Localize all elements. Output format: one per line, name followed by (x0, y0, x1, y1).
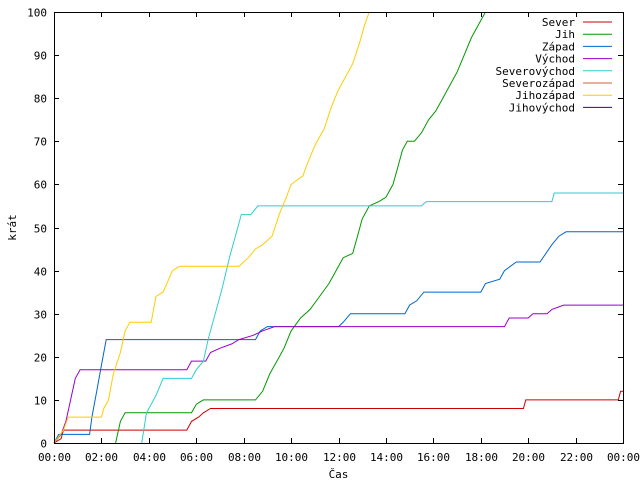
y-tick-label: 60 (34, 179, 47, 192)
y-axis-label: krát (6, 214, 19, 241)
legend-label: Východ (535, 53, 575, 66)
series-line-0 (53, 390, 623, 444)
legend: SeverJihZápadVýchodSeverovýchodSeverozáp… (496, 16, 612, 114)
y-axis-ticks: 0 10 20 30 40 50 60 70 80 90 100 (27, 7, 623, 451)
series-line-1 (115, 11, 486, 444)
x-tick-label: 14:00 (370, 451, 403, 464)
x-tick-label: 00:00 (607, 451, 640, 464)
y-tick-label: 50 (34, 223, 47, 236)
x-tick-label: 00:00 (38, 451, 71, 464)
series-line-6 (53, 11, 370, 444)
legend-label: Západ (542, 40, 575, 53)
series-line-4 (141, 192, 623, 444)
x-tick-label: 08:00 (228, 451, 261, 464)
x-tick-label: 06:00 (180, 451, 213, 464)
legend-label: Sever (542, 16, 575, 29)
y-tick-label: 40 (34, 266, 47, 279)
x-axis-ticks: 00:00 02:00 04:00 06:00 08:00 10:00 12:00 14:00… (38, 12, 640, 464)
x-tick-label: 22:00 (560, 451, 593, 464)
y-tick-label: 80 (34, 93, 47, 106)
legend-label: Jihovýchod (509, 101, 575, 114)
y-tick-label: 0 (40, 438, 47, 451)
x-axis-label: Čas (329, 468, 349, 480)
legend-label: Severozápad (502, 77, 575, 90)
x-tick-label: 02:00 (85, 451, 118, 464)
y-tick-label: 30 (34, 309, 47, 322)
plot-lines (53, 11, 623, 444)
y-tick-label: 10 (34, 395, 47, 408)
x-tick-label: 12:00 (323, 451, 356, 464)
x-tick-label: 18:00 (465, 451, 498, 464)
legend-label: Jih (555, 28, 575, 41)
x-tick-label: 04:00 (133, 451, 166, 464)
legend-label: Severovýchod (496, 65, 575, 78)
y-tick-label: 90 (34, 50, 47, 63)
y-tick-label: 70 (34, 136, 47, 149)
x-tick-label: 10:00 (275, 451, 308, 464)
x-tick-label: 20:00 (512, 451, 545, 464)
y-tick-label: 100 (27, 7, 47, 20)
series-line-3 (53, 304, 623, 444)
y-tick-label: 20 (34, 352, 47, 365)
x-tick-label: 16:00 (417, 451, 450, 464)
legend-label: Jihozápad (515, 89, 575, 102)
series-line-2 (53, 231, 623, 444)
